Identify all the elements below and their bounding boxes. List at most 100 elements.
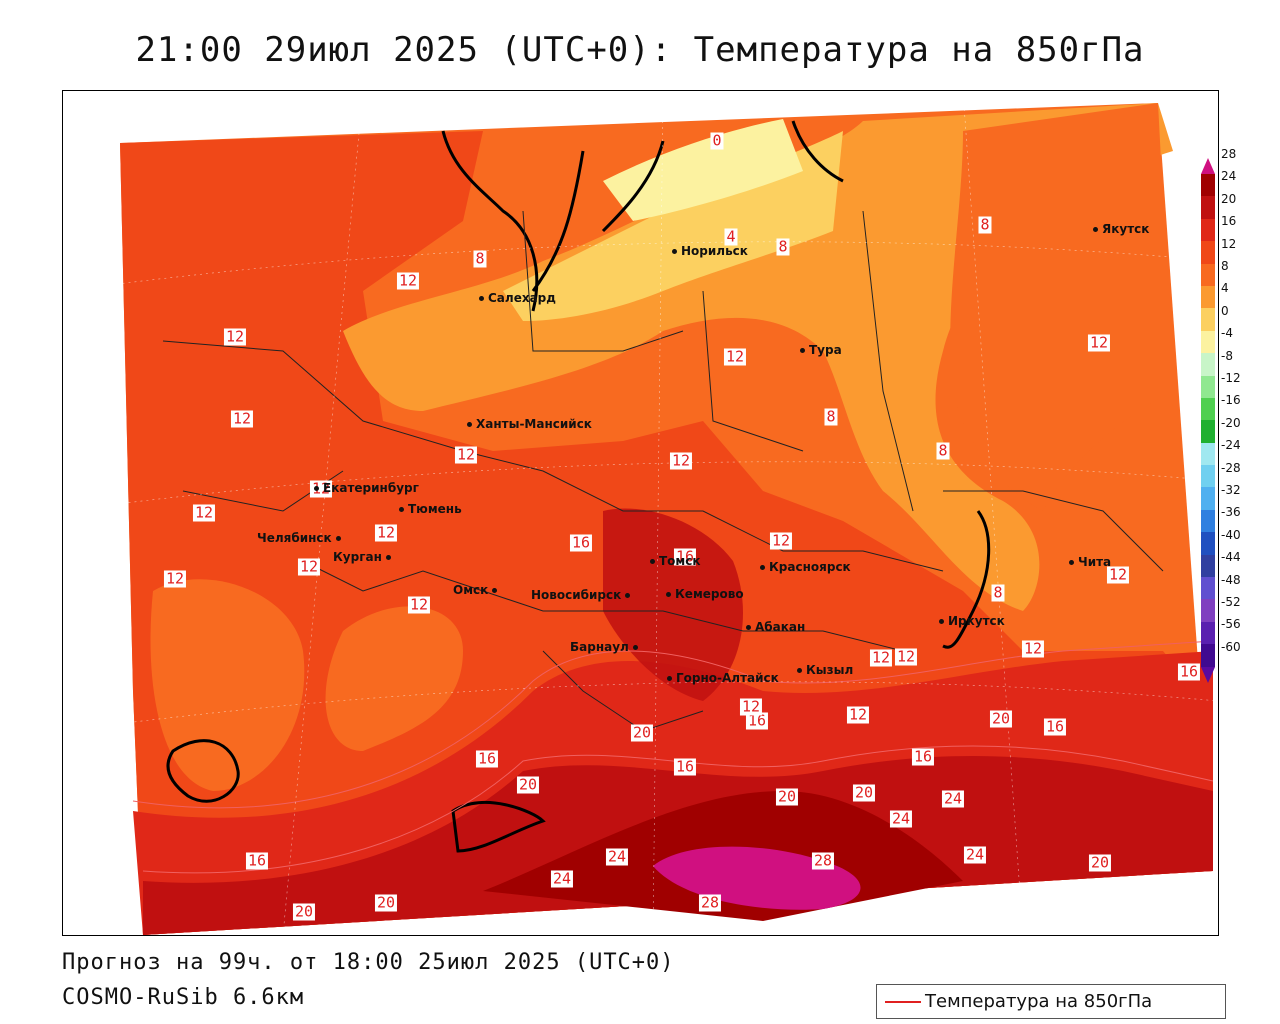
colorbar-tick-label: 16 (1221, 214, 1237, 229)
colorbar-tick-label: 0 (1221, 303, 1229, 318)
city-dot-icon (467, 422, 472, 427)
colorbar-tick-label: -48 (1221, 572, 1241, 587)
isotherm-label: 20 (630, 723, 654, 742)
isotherm-label: 8 (936, 441, 950, 460)
isotherm-label: 8 (776, 237, 790, 256)
city-chelyabinsk: Челябинск (257, 531, 345, 545)
legend-line-swatch (885, 1001, 921, 1003)
isotherm-label: 20 (374, 893, 398, 912)
city-kemerovo: Кемерово (666, 587, 744, 601)
model-name: COSMO-RuSib 6.6км (62, 985, 305, 1010)
city-dot-icon (760, 565, 765, 570)
city-dot-icon (939, 619, 944, 624)
isotherm-label: 16 (673, 757, 697, 776)
colorbar-tick-label: -24 (1221, 438, 1241, 453)
zone-28 (653, 846, 861, 910)
isotherm-label: 4 (724, 227, 738, 246)
city-irkutsk: Иркутск (939, 614, 1005, 628)
city-dot-icon (672, 249, 677, 254)
city-dot-icon (335, 536, 341, 541)
colorbar-tick-label: -12 (1221, 371, 1241, 385)
city-tomsk: Томск (650, 554, 701, 568)
isotherm-label: 16 (475, 749, 499, 768)
colorbar-tick-label: -40 (1221, 527, 1241, 542)
colorbar-tick-label: -36 (1221, 505, 1241, 520)
colorbar-segment (1201, 397, 1215, 421)
isotherm-label: 12 (407, 595, 431, 614)
colorbar-tick-label: -44 (1221, 550, 1241, 565)
colorbar-segment (1201, 554, 1215, 578)
colorbar-segment (1201, 599, 1215, 622)
colorbar-tick-label: -16 (1221, 393, 1241, 408)
isotherm-label: 20 (292, 902, 316, 921)
colorbar-segment (1201, 285, 1215, 309)
colorbar-arrow-bottom-icon (1201, 666, 1215, 683)
forecast-info: Прогноз на 99ч. от 18:00 25июл 2025 (UTC… (62, 950, 675, 975)
zone-0-north (603, 119, 803, 221)
isotherm-label: 8 (473, 249, 487, 268)
aral-sea (166, 739, 240, 803)
isotherm-label: 28 (698, 893, 722, 912)
isotherm-label: 24 (941, 789, 965, 808)
lake-baikal (942, 510, 991, 649)
city-omsk: Омск (453, 583, 501, 597)
isotherm-label: 20 (1088, 853, 1112, 872)
isotherm-label: 16 (245, 851, 269, 870)
colorbar-segment (1201, 644, 1215, 667)
colorbar-tick-label: -32 (1221, 483, 1241, 497)
colorbar-segment (1201, 442, 1215, 466)
colorbar-tick-label: -60 (1221, 639, 1241, 654)
city-dot-icon (314, 486, 319, 491)
colorbar-segment (1201, 218, 1215, 242)
isotherm-label: 20 (852, 783, 876, 802)
city-dot-icon (399, 507, 404, 512)
city-dot-icon (797, 668, 802, 673)
colorbar-tick-label: -52 (1221, 595, 1241, 609)
colorbar-arrow-top-icon (1201, 158, 1215, 174)
isotherm-lines (132, 640, 1214, 874)
city-dot-icon (666, 592, 671, 597)
isotherm-label: 12 (223, 327, 247, 346)
isotherm-label: 16 (745, 711, 769, 730)
city-krasnoyarsk: Красноярск (760, 560, 851, 574)
city-dot-icon (492, 588, 498, 593)
city-dot-icon (800, 348, 805, 353)
colorbar-tick-label: -4 (1221, 326, 1233, 341)
city-tyumen: Тюмень (399, 502, 462, 516)
zone-12-east (950, 103, 1173, 511)
city-norilsk: Норильск (672, 244, 748, 258)
isotherm-label: 24 (550, 869, 574, 888)
colorbar-segment (1201, 532, 1215, 555)
city-yakutsk: Якутск (1093, 222, 1149, 236)
colorbar-tick-label: 24 (1221, 169, 1237, 184)
isotherm-label: 8 (991, 583, 1005, 602)
colorbar-tick-label: 20 (1221, 191, 1237, 206)
city-khanty-mansiysk: Ханты-Мансийск (467, 417, 592, 431)
colorbar-tick-label: 12 (1221, 236, 1237, 251)
isotherm-label: 12 (396, 271, 420, 290)
isotherm-label: 12 (723, 347, 747, 366)
isotherm-label: 20 (516, 775, 540, 794)
coastline (441, 120, 844, 312)
isotherm-label: 28 (811, 851, 835, 870)
colorbar-tick-label: -20 (1221, 415, 1241, 430)
isotherm-label: 12 (846, 705, 870, 724)
isotherm-label: 12 (297, 557, 321, 576)
colorbar-segment (1201, 509, 1215, 533)
colorbar-tick-label: -56 (1221, 617, 1241, 632)
isotherm-label: 12 (1021, 639, 1045, 658)
colorbar-segment (1201, 330, 1215, 354)
colorbar-tick-label: 8 (1221, 259, 1229, 273)
colorbar-segment (1201, 621, 1215, 645)
isotherm-label: 0 (710, 131, 724, 150)
colorbar-segment (1201, 196, 1215, 219)
legend-box: Температура на 850гПа (876, 984, 1226, 1019)
isotherm-label: 24 (605, 847, 629, 866)
zone-orange-kz (325, 606, 463, 751)
colorbar-segment (1201, 487, 1215, 510)
isotherm-label: 16 (911, 747, 935, 766)
lake-balkhash (451, 801, 546, 853)
admin-borders (162, 210, 1164, 732)
city-dot-icon (479, 296, 484, 301)
temperature-map (63, 91, 1218, 935)
